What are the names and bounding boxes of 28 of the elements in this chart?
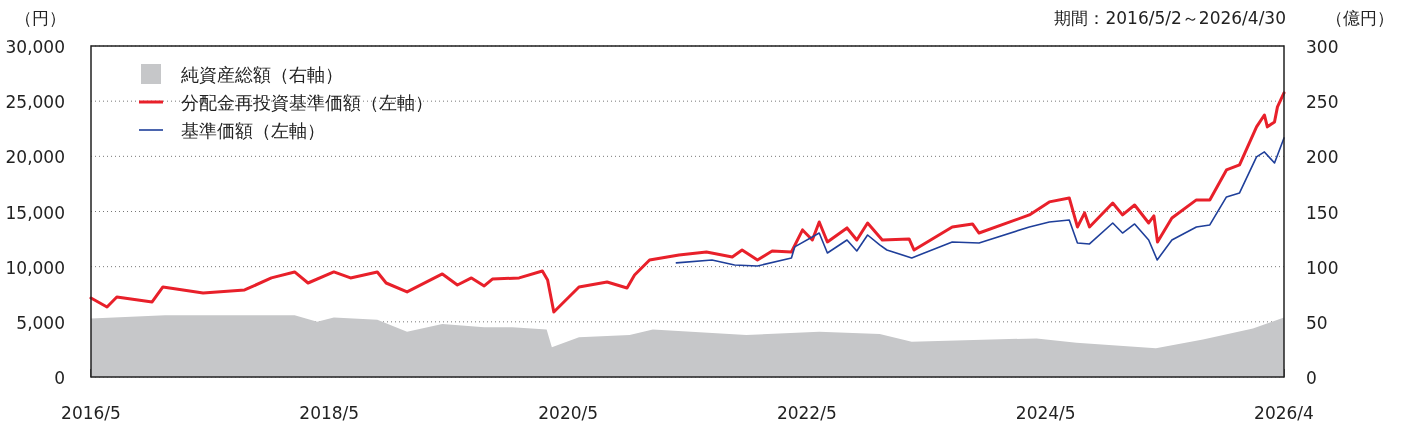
y2-tick-label: 0	[1306, 368, 1317, 388]
y2-tick-label: 200	[1306, 147, 1339, 168]
y-tick-label: 20,000	[5, 147, 65, 168]
y-tick-label: 0	[54, 368, 65, 388]
text: 期間：2016/5/2～2026/4/30	[1054, 8, 1286, 28]
y2-tick-label: 100	[1306, 257, 1339, 278]
x-tick-label: 2026/4	[1254, 403, 1314, 423]
x-tick-label: 2022/5	[776, 403, 837, 423]
legend-label: 純資産総額（右軸）	[181, 64, 343, 85]
x-tick-label: 2020/5	[538, 403, 599, 423]
y-tick-label: 25,000	[5, 92, 65, 113]
x-tick-label: 2016/5	[61, 403, 121, 423]
line-series	[675, 137, 1285, 267]
legend-label: 分配金再投資基準価額（左軸）	[181, 92, 433, 113]
legend-label: 基準価額（左軸）	[181, 120, 325, 141]
y2-tick-label: 300	[1306, 37, 1339, 57]
y2-tick-label: 250	[1306, 92, 1339, 113]
y-tick-label: 10,000	[5, 257, 65, 278]
y2-tick-label: 50	[1306, 312, 1328, 333]
y2-tick-label: 150	[1306, 202, 1339, 223]
y-tick-label: 5,000	[16, 312, 65, 333]
y-tick-label: 30,000	[5, 37, 65, 57]
y-axis-title: （円）	[14, 8, 66, 28]
line-series	[89, 91, 1286, 314]
x-tick-label: 2018/5	[299, 403, 360, 423]
y-tick-label: 15,000	[5, 202, 65, 223]
y2-axis-title: （億円）	[1326, 8, 1394, 28]
x-tick-label: 2024/5	[1015, 403, 1076, 423]
